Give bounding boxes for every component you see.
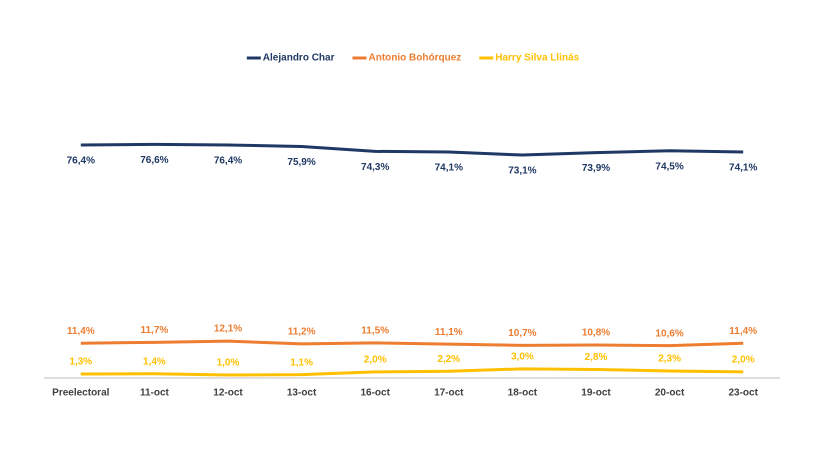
value-label: 1,4% xyxy=(143,356,166,367)
value-label: 10,8% xyxy=(582,328,610,339)
value-label: 2,3% xyxy=(658,354,681,365)
value-label: 76,4% xyxy=(214,156,242,167)
x-tick-label: 16-oct xyxy=(360,388,390,399)
value-label: 2,8% xyxy=(585,352,608,363)
legend-label: Alejandro Char xyxy=(263,53,335,64)
x-tick-label: 20-oct xyxy=(655,388,685,399)
series-line xyxy=(80,339,744,348)
value-label: 11,7% xyxy=(140,325,168,336)
value-label: 73,9% xyxy=(582,163,610,174)
value-label: 11,1% xyxy=(435,327,463,338)
value-label: 3,0% xyxy=(511,351,534,362)
value-label: 11,5% xyxy=(361,326,389,337)
value-label: 10,6% xyxy=(655,328,683,339)
value-label: 11,2% xyxy=(288,326,316,337)
legend: Alejandro Char Antonio Bohórquez Harry Sil… xyxy=(246,53,580,64)
x-tick-label: Preelectoral xyxy=(52,388,109,399)
value-label: 2,2% xyxy=(437,354,460,365)
value-label: 76,4% xyxy=(67,156,95,167)
value-label: 11,4% xyxy=(67,326,95,337)
x-tick-label: 18-oct xyxy=(508,388,538,399)
x-tick-label: 13-oct xyxy=(287,388,317,399)
series-line xyxy=(80,367,744,377)
value-label: 11,4% xyxy=(729,326,757,337)
x-tick-label: 23-oct xyxy=(728,388,758,399)
value-label: 74,3% xyxy=(361,162,389,173)
value-label: 75,9% xyxy=(287,157,315,168)
value-label: 1,1% xyxy=(290,357,313,368)
value-label: 74,1% xyxy=(729,163,757,174)
value-label: 10,7% xyxy=(508,328,536,339)
x-tick-label: 11-oct xyxy=(140,388,170,399)
value-label: 74,5% xyxy=(655,161,683,172)
value-label: 1,0% xyxy=(217,358,240,369)
series-line xyxy=(80,142,744,157)
legend-label: Harry Silva Llinás xyxy=(495,53,579,64)
value-label: 2,0% xyxy=(732,355,755,366)
x-tick-label: 19-oct xyxy=(581,388,611,399)
value-label: 12,1% xyxy=(214,324,242,335)
x-tick-label: 17-oct xyxy=(434,388,464,399)
x-tick-label: 12-oct xyxy=(213,388,243,399)
value-label: 73,1% xyxy=(508,166,536,177)
value-label: 76,6% xyxy=(140,155,168,166)
value-label: 74,1% xyxy=(435,163,463,174)
value-label: 2,0% xyxy=(364,355,387,366)
legend-label: Antonio Bohórquez xyxy=(368,53,461,64)
value-label: 1,3% xyxy=(69,357,92,368)
